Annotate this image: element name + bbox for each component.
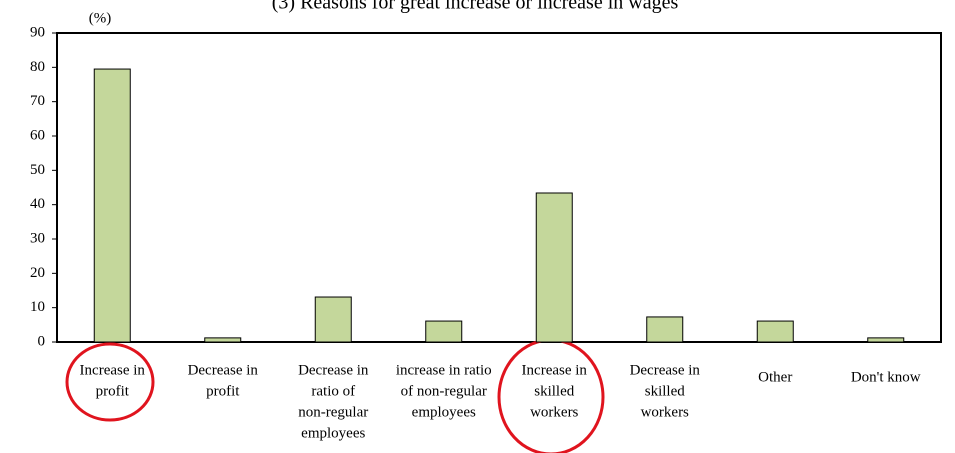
x-tick-label: ratio of — [311, 383, 355, 399]
bar — [535, 192, 573, 343]
y-tick-label: 70 — [30, 93, 45, 109]
bar — [867, 337, 905, 343]
chart-title: (3) Reasons for great increase or increa… — [272, 0, 679, 14]
y-tick-label: 0 — [38, 333, 46, 349]
x-tick-label: Decrease in — [298, 362, 369, 378]
x-tick-label: Don't know — [851, 369, 921, 385]
y-tick-label: 40 — [30, 196, 45, 212]
bar — [756, 320, 794, 343]
x-tick-label: workers — [530, 404, 578, 420]
y-axis-label: (%) — [89, 10, 112, 26]
bar — [425, 320, 463, 343]
x-tick-label: profit — [206, 383, 240, 399]
y-tick-label: 30 — [30, 230, 45, 246]
plot-frame — [56, 32, 942, 343]
y-tick-label: 50 — [30, 162, 45, 178]
x-tick-label: increase in ratio — [396, 362, 492, 378]
x-tick-label: skilled — [534, 383, 574, 399]
x-tick-label: skilled — [645, 383, 685, 399]
y-tick-label: 20 — [30, 265, 45, 281]
bar — [93, 68, 131, 343]
bar — [314, 296, 352, 343]
x-tick-label: non-regular — [298, 404, 368, 420]
x-tick-label: Increase in — [522, 362, 588, 378]
bar — [204, 337, 242, 343]
y-tick-label: 90 — [30, 24, 45, 40]
bar — [646, 316, 684, 343]
x-tick-label: of non-regular — [401, 383, 487, 399]
y-tick-label: 10 — [30, 299, 45, 315]
x-tick-label: Decrease in — [630, 362, 701, 378]
highlight-circle — [65, 342, 155, 422]
y-tick-label: 80 — [30, 59, 45, 75]
x-tick-label: profit — [96, 383, 130, 399]
x-tick-label: Increase in — [80, 362, 146, 378]
x-tick-label: employees — [301, 425, 365, 441]
x-tick-label: Other — [758, 369, 792, 385]
x-tick-label: employees — [412, 404, 476, 420]
x-tick-label: workers — [641, 404, 689, 420]
x-tick-label: Decrease in — [188, 362, 259, 378]
y-tick-label: 60 — [30, 127, 45, 143]
